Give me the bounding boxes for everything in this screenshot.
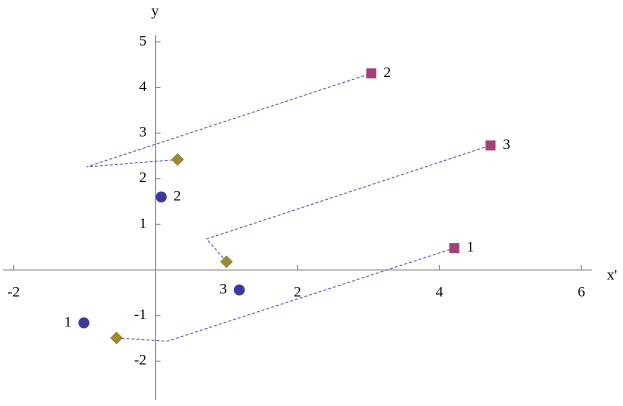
y-axis-label: y [151, 3, 159, 19]
point-label: 2 [173, 188, 181, 204]
square-point [449, 243, 460, 254]
x-tick-label: 4 [436, 284, 444, 300]
y-tick-label: 3 [139, 125, 147, 141]
point-label: 3 [503, 137, 511, 153]
dashed-line [86, 72, 491, 342]
circle-point [78, 317, 90, 329]
y-tick-label: -2 [134, 353, 147, 369]
y-tick-label: -1 [134, 307, 147, 323]
circle-point [233, 284, 245, 296]
x-tick-label: -2 [7, 284, 20, 300]
square-point [485, 140, 496, 151]
square-point [366, 68, 377, 79]
y-tick-label: 2 [139, 170, 147, 186]
diamond-point [220, 255, 233, 269]
point-label: 2 [384, 65, 392, 81]
y-tick-label: 4 [139, 79, 147, 95]
y-tick-label: 5 [139, 33, 147, 49]
x-tick-label: 2 [294, 284, 302, 300]
x-axis-label: x' [607, 267, 618, 283]
circle-point [155, 191, 167, 203]
point-label: 3 [220, 281, 228, 297]
point-label: 1 [467, 240, 475, 256]
x-tick-label: 6 [578, 284, 586, 300]
diamond-point [171, 153, 184, 166]
point-label: 1 [64, 314, 72, 330]
y-tick-label: 1 [139, 216, 147, 232]
diamond-point [110, 331, 123, 345]
